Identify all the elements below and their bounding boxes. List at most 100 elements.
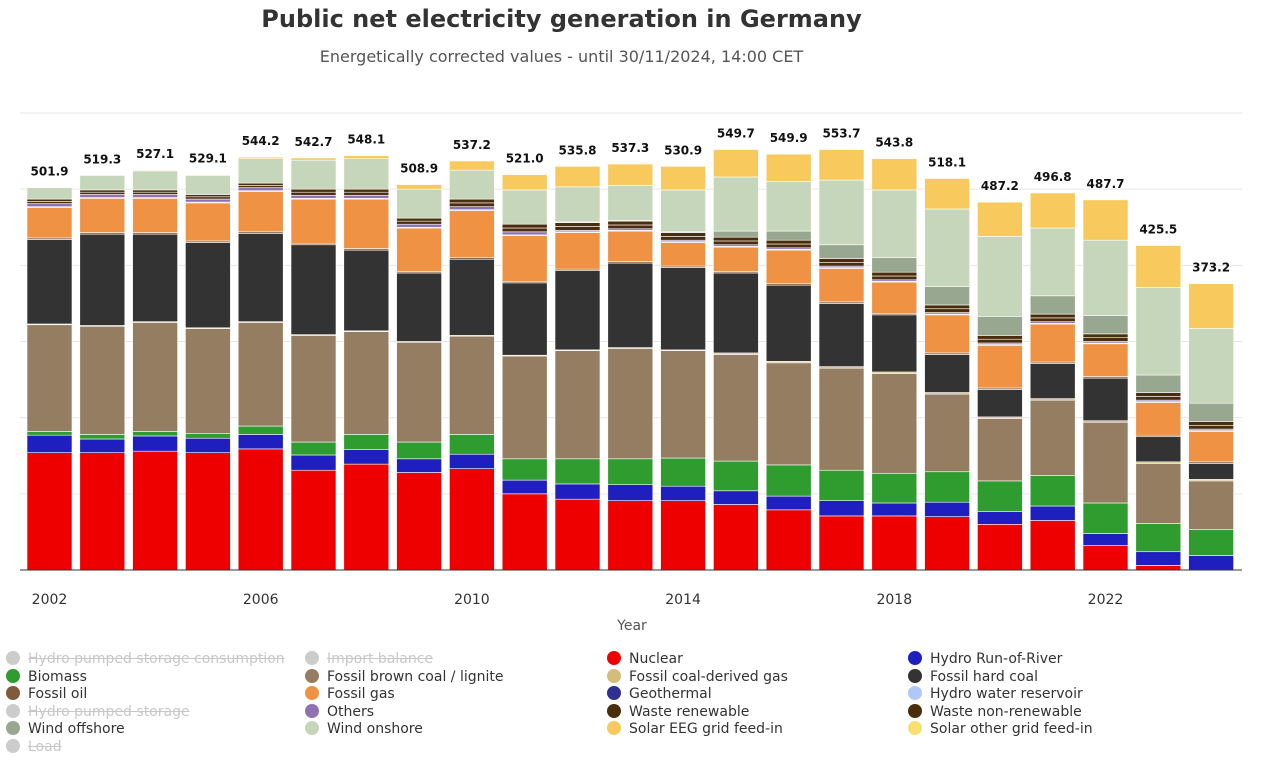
legend-label: Wind offshore xyxy=(28,721,125,737)
bar-segment xyxy=(977,418,1023,482)
legend-label: Load xyxy=(28,738,62,755)
bar-segment xyxy=(396,341,442,443)
legend-item[interactable]: Fossil coal-derived gas xyxy=(607,668,788,686)
bar-segment xyxy=(765,284,812,362)
bar-stack xyxy=(977,201,1023,571)
bar-segment xyxy=(237,322,284,427)
bar-segment xyxy=(185,196,231,200)
bar-segment xyxy=(185,452,231,571)
bar-segment xyxy=(924,286,970,306)
bar-segment xyxy=(1135,374,1182,393)
bar-segment xyxy=(713,354,759,462)
bar-stack xyxy=(871,158,918,571)
bar-segment xyxy=(924,516,970,571)
chart-subtitle: Energetically corrected values - until 3… xyxy=(319,47,804,66)
legend-item[interactable]: Solar EEG grid feed-in xyxy=(607,720,783,738)
bar-segment xyxy=(1029,227,1076,297)
bar-segment xyxy=(449,169,495,200)
legend-item[interactable]: Wind offshore xyxy=(6,720,125,738)
bar-segment xyxy=(660,189,706,233)
bar-segment xyxy=(396,188,442,219)
bar-segment xyxy=(132,233,178,322)
bar-segment xyxy=(1029,295,1076,315)
bar-segment xyxy=(818,244,865,259)
bar-segment xyxy=(26,324,73,432)
bar-segment xyxy=(871,502,918,517)
bar-segment xyxy=(343,194,390,199)
bar-segment xyxy=(449,468,495,571)
legend-item[interactable]: Hydro pumped storage xyxy=(6,703,190,721)
legend-item[interactable]: Fossil brown coal / lignite xyxy=(305,668,504,686)
legend-item[interactable]: Fossil oil xyxy=(6,685,87,703)
bar-segment xyxy=(501,479,548,495)
legend-swatch xyxy=(6,738,20,753)
bar-segment xyxy=(607,230,654,262)
bar-segment xyxy=(660,500,706,571)
bar-segment xyxy=(343,449,390,465)
bar-segment xyxy=(396,472,442,571)
bar-total-label: 521.0 xyxy=(506,152,544,166)
bar-segment xyxy=(765,464,812,497)
bar-segment xyxy=(290,188,337,193)
bar-segment xyxy=(1135,287,1182,376)
bar-segment xyxy=(818,179,865,246)
bar-segment xyxy=(871,472,918,504)
bar-segment xyxy=(1082,533,1129,546)
bar-segment xyxy=(660,350,706,459)
bar-segment xyxy=(977,389,1023,418)
bar-segment xyxy=(765,249,812,284)
bar-segment xyxy=(713,176,759,232)
bar-segment xyxy=(501,231,548,236)
legend-item[interactable]: Wind onshore xyxy=(305,720,423,738)
bar-segment xyxy=(396,217,442,222)
bar-segment xyxy=(1082,315,1129,335)
legend-swatch xyxy=(6,686,20,700)
bar-segment xyxy=(185,433,231,439)
legend-item[interactable]: Import balance xyxy=(305,650,433,668)
legend-item[interactable]: Geothermal xyxy=(607,685,712,703)
bar-segment xyxy=(924,393,970,473)
bar-total-label: 519.3 xyxy=(83,152,121,166)
legend-item[interactable]: Nuclear xyxy=(607,650,683,668)
legend-item[interactable]: Hydro water reservoir xyxy=(908,685,1083,703)
legend-item[interactable]: Fossil hard coal xyxy=(908,668,1038,686)
bar-stack xyxy=(765,153,812,571)
bar-segment xyxy=(713,504,759,571)
bar-segment xyxy=(924,304,970,310)
bar-segment xyxy=(501,223,548,229)
bar-stack xyxy=(290,157,337,571)
legend-item[interactable]: Fossil gas xyxy=(305,685,395,703)
bar-segment xyxy=(79,233,126,326)
legend-item[interactable]: Load xyxy=(6,738,62,756)
bar-segment xyxy=(765,495,812,511)
bar-segment xyxy=(501,235,548,282)
bar-stack xyxy=(396,184,442,571)
legend-label: Fossil brown coal / lignite xyxy=(327,668,504,685)
legend-item[interactable]: Biomass xyxy=(6,668,87,686)
legend-item[interactable]: Hydro pumped storage consumption xyxy=(6,650,285,668)
bar-segment xyxy=(924,471,970,503)
bar-segment xyxy=(132,322,178,432)
legend-item[interactable]: Waste non-renewable xyxy=(908,703,1082,721)
bar-segment xyxy=(871,275,918,281)
bar-segment xyxy=(501,227,548,233)
bar-segment xyxy=(660,166,706,191)
legend-item[interactable]: Hydro Run-of-River xyxy=(908,650,1062,668)
x-tick-label: 2010 xyxy=(454,592,490,608)
legend-label: Import balance xyxy=(327,651,434,667)
bar-segment xyxy=(871,515,918,571)
bar-segment xyxy=(660,457,706,487)
bar-segment xyxy=(713,490,759,505)
bar-segment xyxy=(343,198,390,249)
bar-total-label: 518.1 xyxy=(928,156,966,170)
bar-segment xyxy=(554,270,601,351)
bar-segment xyxy=(237,448,284,571)
bar-segment xyxy=(343,434,390,450)
bar-segment xyxy=(607,262,654,348)
bar-segment xyxy=(818,268,865,303)
bar-segment xyxy=(185,202,231,242)
legend-item[interactable]: Others xyxy=(305,703,374,721)
legend-item[interactable]: Waste renewable xyxy=(607,703,749,721)
legend-item[interactable]: Solar other grid feed-in xyxy=(908,720,1093,738)
bar-segment xyxy=(554,498,601,571)
